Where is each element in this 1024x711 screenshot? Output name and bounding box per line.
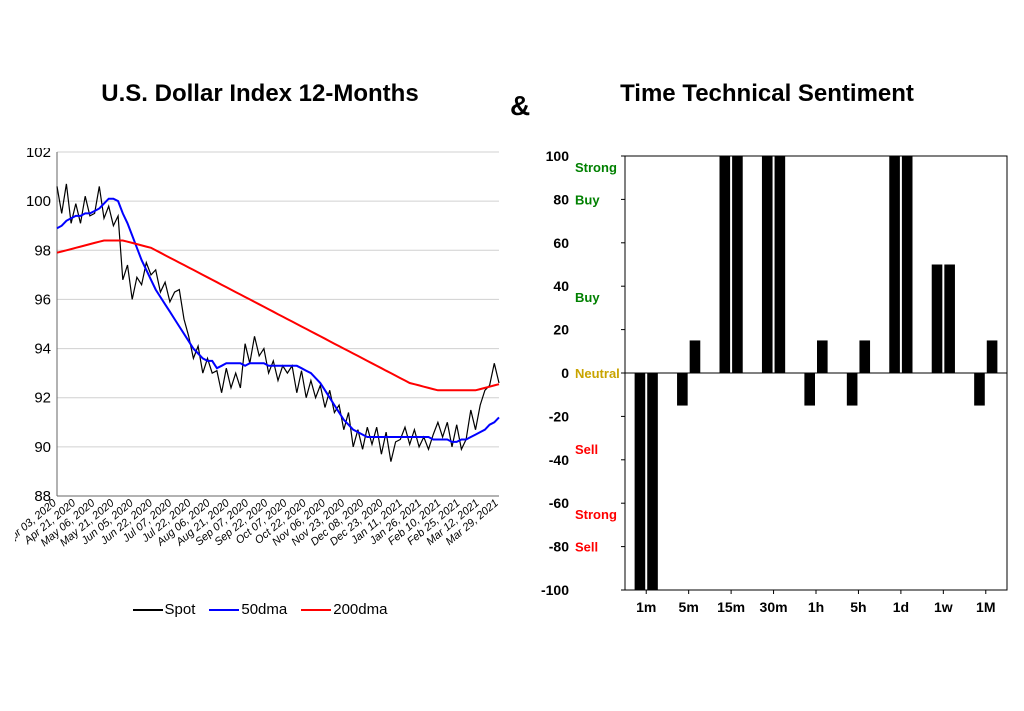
sentiment-label: Sell [575, 442, 598, 457]
y-tick-label: 100 [546, 148, 570, 164]
sentiment-label: Strong [575, 507, 617, 522]
bar [775, 156, 786, 373]
x-tick-label: 1w [934, 599, 953, 615]
x-tick-label: 15m [717, 599, 745, 615]
x-tick-label: 1m [636, 599, 656, 615]
legend-swatch [301, 609, 331, 611]
x-tick-label: 5h [850, 599, 866, 615]
bar [677, 373, 688, 406]
x-tick-label: 1M [976, 599, 995, 615]
y-tick-label: 92 [34, 390, 51, 407]
bar [859, 340, 870, 373]
y-tick-label: 94 [34, 341, 51, 358]
legend-swatch [133, 609, 163, 611]
bar [987, 340, 998, 373]
right-panel: Time Technical Sentiment -100 -80 -60 -40 -2… [510, 0, 1024, 711]
bar [720, 156, 731, 373]
x-tick-label: 5m [679, 599, 699, 615]
y-tick-label: -100 [541, 582, 569, 598]
bar [817, 340, 828, 373]
bar [732, 156, 743, 373]
legend-label: Spot [165, 601, 196, 618]
line-chart-svg: 889092949698100102Apr 03, 2020Apr 21, 20… [15, 148, 505, 588]
series-spot [57, 184, 499, 462]
left-chart-area: 889092949698100102Apr 03, 2020Apr 21, 20… [15, 148, 505, 593]
y-tick-label: -60 [549, 495, 569, 511]
bar [974, 373, 985, 406]
y-tick-label: 98 [34, 242, 51, 259]
sentiment-label: Neutral [575, 366, 620, 381]
bar [647, 373, 658, 590]
left-panel: U.S. Dollar Index 12-Months 889092949698… [0, 0, 510, 711]
bar [635, 373, 646, 590]
y-tick-label: -80 [549, 539, 569, 555]
series-50dma [57, 199, 499, 442]
y-tick-label: 102 [26, 148, 51, 161]
y-tick-label: 20 [553, 322, 569, 338]
x-tick-label: 30m [760, 599, 788, 615]
bar [762, 156, 773, 373]
y-tick-label: -40 [549, 452, 569, 468]
legend-label: 50dma [241, 601, 287, 618]
bar [932, 265, 943, 374]
sentiment-label: Buy [575, 192, 600, 207]
left-title: U.S. Dollar Index 12-Months [101, 80, 418, 108]
right-title: Time Technical Sentiment [620, 80, 914, 108]
right-chart-area: -100 -80 -60 -40 -20 0 20 40 60 80 100 Strong Buy Buy… [517, 148, 1017, 633]
y-tick-label: 40 [553, 278, 569, 294]
legend-item-spot: Spot [133, 601, 196, 618]
y-tick-label: 80 [553, 191, 569, 207]
sentiment-label: Strong [575, 160, 617, 175]
x-tick-label: 1h [808, 599, 824, 615]
series-200dma [57, 241, 499, 391]
legend-item-50dma: 50dma [209, 601, 287, 618]
bar [847, 373, 858, 406]
y-tick-label: 100 [26, 193, 51, 210]
bar [690, 340, 701, 373]
y-tick-label: 90 [34, 439, 51, 456]
y-tick-label: -20 [549, 408, 569, 424]
legend: Spot 50dma 200dma [133, 601, 388, 618]
y-tick-label: 0 [561, 365, 569, 381]
bar [804, 373, 815, 406]
legend-item-200dma: 200dma [301, 601, 387, 618]
legend-label: 200dma [333, 601, 387, 618]
bar [944, 265, 955, 374]
bar [889, 156, 900, 373]
sentiment-label: Sell [575, 540, 598, 555]
y-tick-label: 60 [553, 235, 569, 251]
y-tick-label: 96 [34, 291, 51, 308]
sentiment-label: Buy [575, 290, 600, 305]
bar-chart-svg: -100 -80 -60 -40 -20 0 20 40 60 80 100 Strong Buy Buy… [517, 148, 1017, 628]
bar [902, 156, 913, 373]
x-tick-label: 1d [893, 599, 909, 615]
legend-swatch [209, 609, 239, 611]
